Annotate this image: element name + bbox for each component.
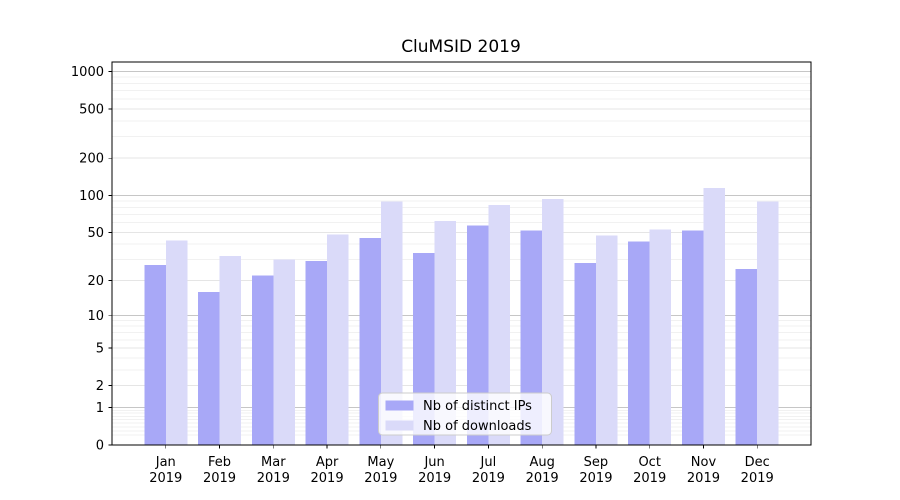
y-tick-label-0: 0 <box>96 439 104 454</box>
bar-dec-downloads <box>757 201 779 445</box>
chart-title: CluMSID 2019 <box>401 37 521 57</box>
x-tick-label-month-jul: Jul <box>480 455 497 470</box>
x-tick-label-month-aug: Aug <box>529 455 554 470</box>
x-tick-label-month-apr: Apr <box>316 455 339 470</box>
x-tick-label-month-nov: Nov <box>691 455 717 470</box>
plot-frame <box>111 61 812 446</box>
bar-apr-downloads <box>327 234 349 445</box>
y-tick-label-20: 20 <box>87 274 104 289</box>
bar-mar-distinct-ips <box>251 275 274 445</box>
bar-jan-distinct-ips <box>144 264 166 445</box>
x-tick-label-year-jan: 2019 <box>149 471 182 486</box>
y-tick-label-100: 100 <box>79 189 104 204</box>
y-tick-label-50: 50 <box>87 226 104 241</box>
x-tick-label-year-dec: 2019 <box>741 471 774 486</box>
y-tick-label-500: 500 <box>79 102 104 117</box>
bar-sep-downloads <box>595 235 618 445</box>
bar-aug-downloads <box>542 198 564 445</box>
bar-apr-distinct-ips <box>305 261 328 445</box>
y-tick-label-10: 10 <box>87 309 104 324</box>
x-tick-label-year-apr: 2019 <box>311 471 344 486</box>
bar-sep-distinct-ips <box>574 262 596 445</box>
bar-oct-distinct-ips <box>628 241 650 445</box>
bar-nov-distinct-ips <box>681 230 704 445</box>
x-tick-label-year-jun: 2019 <box>418 471 451 486</box>
bar-aug-distinct-ips <box>520 230 543 445</box>
bars <box>144 187 779 445</box>
x-tick-label-year-may: 2019 <box>364 471 397 486</box>
bar-nov-downloads <box>703 187 725 445</box>
x-tick-label-year-mar: 2019 <box>257 471 290 486</box>
x-tick-label-month-sep: Sep <box>584 455 609 470</box>
x-tick-label-month-jan: Jan <box>155 455 176 470</box>
x-tick-label-year-nov: 2019 <box>687 471 720 486</box>
bar-oct-downloads <box>649 229 672 445</box>
y-tick-label-200: 200 <box>79 152 104 167</box>
x-tick-label-month-feb: Feb <box>208 455 231 470</box>
x-tick-label-month-oct: Oct <box>638 455 660 470</box>
x-tick-label-month-jun: Jun <box>423 455 444 470</box>
x-tick-label-month-may: May <box>367 455 394 470</box>
legend-label-downloads: Nb of downloads <box>423 419 532 434</box>
bar-may-distinct-ips <box>359 237 381 445</box>
x-tick-label-year-sep: 2019 <box>579 471 612 486</box>
y-tick-label-2: 2 <box>96 379 104 394</box>
bar-feb-distinct-ips <box>198 291 220 445</box>
y-tick-label-5: 5 <box>96 342 104 357</box>
bar-may-downloads <box>380 201 403 445</box>
legend: Nb of distinct IPs Nb of downloads <box>378 392 552 436</box>
bar-jan-downloads <box>165 240 188 445</box>
y-tick-label-1: 1 <box>96 401 104 416</box>
x-tick-label-month-mar: Mar <box>261 455 286 470</box>
bar-jul-downloads <box>488 204 510 445</box>
bar-mar-downloads <box>273 259 295 445</box>
bar-feb-downloads <box>219 255 242 445</box>
legend-label-distinct-ips: Nb of distinct IPs <box>423 399 532 414</box>
x-tick-label-year-aug: 2019 <box>526 471 559 486</box>
x-tick-label-month-dec: Dec <box>745 455 770 470</box>
bar-jun-downloads <box>434 220 457 445</box>
x-axis: Jan2019Feb2019Mar2019Apr2019May2019Jun20… <box>149 445 774 486</box>
x-tick-label-year-feb: 2019 <box>203 471 236 486</box>
legend-swatch-distinct-ips <box>385 400 414 411</box>
bar-dec-distinct-ips <box>735 268 758 445</box>
legend-swatch-downloads <box>385 420 414 431</box>
bar-jul-distinct-ips <box>466 225 489 445</box>
y-axis: 0 1 2 5 10 20 50 100 200 500 1000 <box>71 65 112 454</box>
legend-box <box>378 392 552 436</box>
y-tick-label-1000: 1000 <box>71 65 104 80</box>
x-tick-label-year-oct: 2019 <box>633 471 666 486</box>
x-tick-label-year-jul: 2019 <box>472 471 505 486</box>
